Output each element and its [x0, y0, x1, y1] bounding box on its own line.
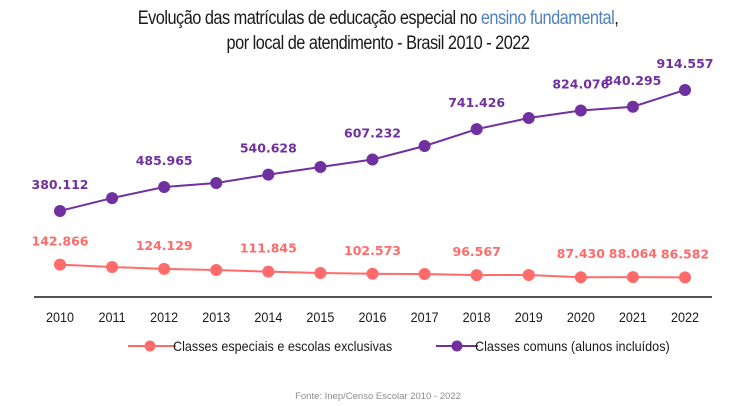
data-label-comuns: 840.295	[604, 73, 661, 88]
x-tick-label: 2022	[671, 309, 699, 325]
data-point-especiais[interactable]	[418, 268, 431, 281]
chart-title-line-2: por local de atendimento - Brasil 2010 -…	[226, 33, 530, 54]
data-point-comuns[interactable]	[626, 100, 639, 113]
data-point-especiais[interactable]	[522, 268, 535, 281]
x-tick-label: 2011	[99, 309, 126, 325]
data-point-especiais[interactable]	[158, 262, 171, 275]
x-tick-label: 2020	[567, 309, 595, 325]
data-label-especiais: 96.567	[453, 244, 501, 259]
data-point-especiais[interactable]	[210, 263, 223, 276]
x-tick-label: 2013	[202, 309, 230, 325]
data-label-comuns: 540.628	[240, 141, 297, 156]
data-point-comuns[interactable]	[522, 112, 535, 125]
data-point-comuns[interactable]	[106, 192, 119, 205]
title-suffix: ,	[614, 8, 619, 29]
data-label-especiais: 142.866	[32, 234, 89, 249]
data-point-especiais[interactable]	[470, 269, 483, 282]
data-label-comuns: 741.426	[448, 95, 505, 110]
legend-marker-comuns-icon	[436, 340, 478, 352]
data-label-comuns: 485.965	[136, 153, 193, 168]
data-point-especiais[interactable]	[366, 267, 379, 280]
title-highlight: ensino fundamental	[480, 8, 615, 29]
data-label-especiais: 88.064	[609, 246, 658, 261]
data-point-especiais[interactable]	[314, 267, 327, 280]
data-label-especiais: 102.573	[344, 243, 401, 258]
data-point-especiais[interactable]	[574, 271, 587, 284]
x-tick-label: 2016	[359, 309, 387, 325]
data-point-comuns[interactable]	[366, 153, 379, 166]
source-note: Fonte: Inep/Censo Escolar 2010 - 2022	[295, 391, 461, 402]
legend-label-comuns: Classes comuns (alunos incluídos)	[475, 338, 670, 354]
data-point-comuns[interactable]	[314, 161, 327, 174]
data-label-especiais: 86.582	[661, 246, 709, 261]
x-tick-label: 2012	[150, 309, 178, 325]
data-point-especiais[interactable]	[262, 265, 275, 278]
data-label-comuns: 607.232	[344, 126, 401, 141]
x-tick-label: 2018	[463, 309, 491, 325]
data-point-comuns[interactable]	[54, 204, 66, 217]
title-prefix: Evolução das matrículas de educação espe…	[137, 8, 481, 29]
chart-title-line-1: Evolução das matrículas de educação espe…	[53, 8, 703, 30]
data-label-comuns: 914.557	[657, 56, 714, 71]
data-point-comuns[interactable]	[574, 104, 587, 117]
x-tick-label: 2019	[515, 309, 543, 325]
x-tick-label: 2010	[46, 309, 74, 325]
data-point-comuns[interactable]	[262, 168, 275, 181]
legend-item-especiais[interactable]: Classes especiais e escolas exclusivas	[128, 338, 417, 354]
legend-marker-especiais-icon	[128, 340, 176, 352]
data-point-comuns[interactable]	[470, 123, 483, 136]
data-point-especiais[interactable]	[679, 271, 691, 284]
data-point-comuns[interactable]	[418, 140, 431, 153]
legend-label-especiais: Classes especiais e escolas exclusivas	[173, 338, 393, 354]
data-point-comuns[interactable]	[679, 83, 691, 96]
data-label-especiais: 87.430	[557, 246, 606, 261]
data-point-comuns[interactable]	[158, 180, 171, 193]
data-label-especiais: 111.845	[240, 241, 297, 256]
data-point-especiais[interactable]	[626, 271, 639, 284]
data-label-comuns: 380.112	[32, 177, 89, 192]
data-point-especiais[interactable]	[106, 261, 119, 274]
x-tick-label: 2017	[411, 309, 439, 325]
x-tick-label: 2015	[306, 309, 334, 325]
x-tick-label: 2021	[619, 309, 647, 325]
legend-item-comuns[interactable]: Classes comuns (alunos incluídos)	[436, 338, 691, 354]
data-point-comuns[interactable]	[210, 177, 223, 190]
data-label-comuns: 824.076	[552, 76, 609, 91]
data-point-especiais[interactable]	[54, 258, 66, 271]
series-line-comuns	[59, 89, 686, 212]
data-label-especiais: 124.129	[136, 238, 193, 253]
x-tick-label: 2014	[254, 309, 282, 325]
